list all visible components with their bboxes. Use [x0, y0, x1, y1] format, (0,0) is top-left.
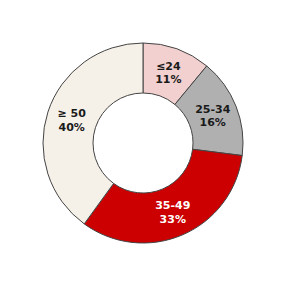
svg-text:≤2411%: ≤2411% [155, 60, 181, 87]
svg-text:25-3416%: 25-3416% [195, 103, 231, 130]
svg-text:35-4933%: 35-4933% [155, 199, 190, 226]
svg-text:≥ 5040%: ≥ 5040% [57, 107, 86, 134]
